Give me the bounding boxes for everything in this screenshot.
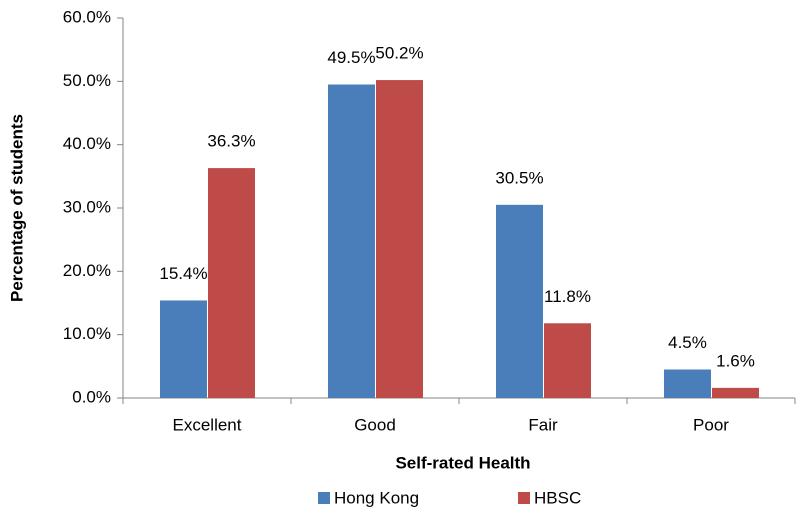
y-tick-label: 40.0%	[63, 134, 111, 153]
x-tick-label: Poor	[693, 415, 729, 434]
data-label: 30.5%	[495, 168, 543, 187]
legend-label: HBSC	[534, 488, 581, 507]
bar	[664, 369, 711, 398]
bar	[712, 387, 759, 398]
bar	[376, 80, 423, 399]
y-tick-label: 10.0%	[63, 324, 111, 343]
legend-swatch	[318, 492, 330, 504]
bar	[160, 300, 207, 398]
x-tick-label: Excellent	[173, 415, 242, 434]
y-tick-label: 50.0%	[63, 71, 111, 90]
data-label: 50.2%	[375, 44, 423, 63]
data-label: 49.5%	[327, 48, 375, 67]
x-axis-title: Self-rated Health	[395, 453, 530, 472]
x-tick-label: Good	[354, 415, 396, 434]
bar	[208, 168, 255, 398]
y-axis-title: Percentage of students	[7, 114, 26, 302]
data-label: 15.4%	[159, 264, 207, 283]
legend-swatch	[518, 492, 530, 504]
y-tick-label: 30.0%	[63, 197, 111, 216]
legend-label: Hong Kong	[334, 488, 419, 507]
data-label: 1.6%	[716, 351, 755, 370]
x-tick-label: Fair	[528, 415, 558, 434]
y-tick-label: 60.0%	[63, 7, 111, 26]
y-tick-label: 20.0%	[63, 261, 111, 280]
bar	[544, 323, 591, 398]
data-label: 36.3%	[207, 132, 255, 151]
data-label: 4.5%	[668, 333, 707, 352]
bar	[328, 84, 375, 398]
bar	[496, 204, 543, 398]
data-label: 11.8%	[544, 287, 591, 306]
y-tick-label: 0.0%	[72, 387, 111, 406]
